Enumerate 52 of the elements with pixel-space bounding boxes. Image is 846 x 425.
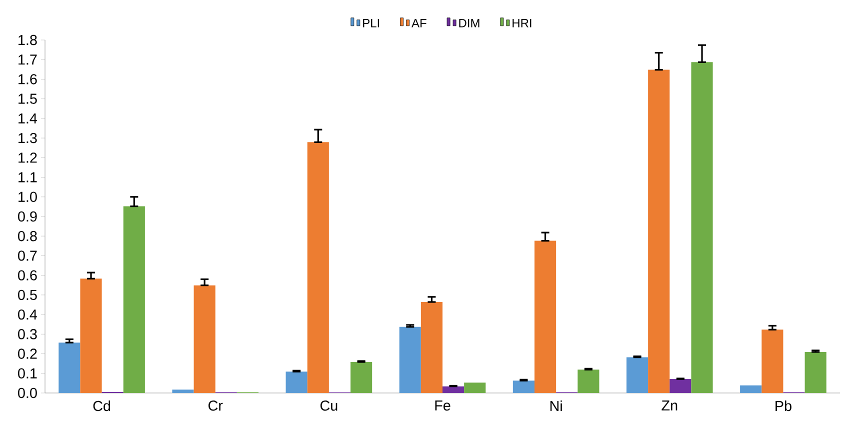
y-tick-label: 0.4 xyxy=(18,309,38,320)
x-tick-label: Zn xyxy=(662,400,678,410)
legend-label: AF xyxy=(412,18,426,28)
bar xyxy=(578,370,600,393)
legend-label: PLI xyxy=(363,18,380,28)
x-tick-label: Fe xyxy=(435,400,450,411)
y-tick-label: 1.4 xyxy=(18,113,38,124)
x-tick-label: Cu xyxy=(320,400,338,411)
bar xyxy=(194,285,216,393)
bar xyxy=(626,357,648,393)
y-tick-label: 0.5 xyxy=(18,290,37,300)
bar xyxy=(172,390,194,393)
y-tick-label: 0.1 xyxy=(18,368,37,378)
bar xyxy=(670,379,692,393)
bar xyxy=(762,330,784,393)
y-tick-label: 1.7 xyxy=(18,54,37,65)
y-tick-label: 0.2 xyxy=(18,348,37,359)
y-tick-label: 0.8 xyxy=(18,231,37,242)
bar xyxy=(80,278,102,393)
y-tick-label: 1.0 xyxy=(18,192,37,202)
bar xyxy=(286,372,308,393)
bar xyxy=(534,240,556,393)
bar xyxy=(307,142,329,393)
bar xyxy=(420,302,443,393)
y-tick-label: 0.3 xyxy=(18,329,37,340)
y-tick-label: 0.7 xyxy=(18,250,37,261)
bar xyxy=(804,352,826,393)
y-tick-label: 0.9 xyxy=(18,211,37,222)
bar xyxy=(58,342,80,393)
bar xyxy=(648,70,670,393)
legend-label: DIM xyxy=(459,18,480,28)
bar xyxy=(350,362,372,393)
bar xyxy=(399,326,421,393)
y-tick-label: 0.6 xyxy=(18,270,37,280)
bar xyxy=(691,62,713,393)
bar xyxy=(740,385,762,393)
bar xyxy=(512,380,534,393)
x-tick-label: Pb xyxy=(776,400,792,412)
y-tick-label: 1.5 xyxy=(18,94,37,104)
y-tick-label: 1.3 xyxy=(18,132,37,144)
legend-label: HRI xyxy=(512,18,532,28)
y-tick-label: 1.1 xyxy=(18,172,37,182)
bar xyxy=(464,382,486,393)
bar xyxy=(442,386,464,393)
y-tick-label: 1.2 xyxy=(18,152,37,163)
bar xyxy=(123,206,145,393)
y-tick-label: 1.6 xyxy=(18,74,37,84)
x-tick-label: Cd xyxy=(93,400,110,412)
y-tick-label: 1.8 xyxy=(18,34,37,46)
x-tick-label: Ni xyxy=(550,400,562,411)
x-tick-label: Cr xyxy=(208,400,223,411)
y-tick-label: 0.0 xyxy=(18,388,37,398)
